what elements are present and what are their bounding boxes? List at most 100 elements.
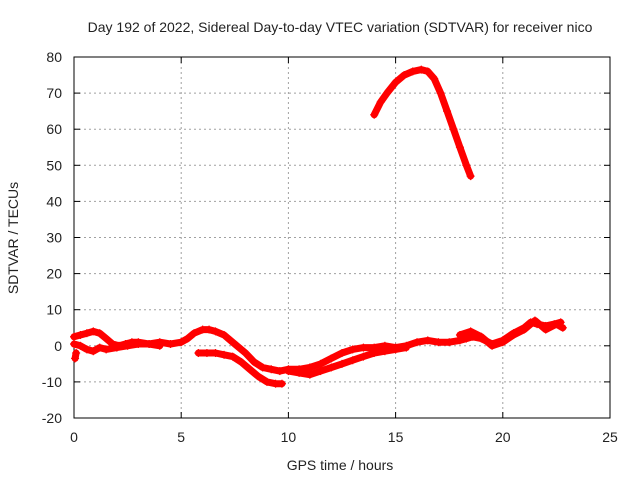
data-point xyxy=(254,372,263,381)
data-point xyxy=(71,354,80,363)
data-point xyxy=(194,349,203,358)
data-point xyxy=(76,330,85,339)
data-point xyxy=(445,338,454,347)
data-point xyxy=(277,379,286,388)
data-point xyxy=(262,377,271,386)
x-tick-label: 0 xyxy=(70,429,78,445)
data-point xyxy=(112,343,121,352)
x-tick-label: 15 xyxy=(388,429,404,445)
grid-lines xyxy=(74,57,610,418)
data-point xyxy=(408,67,417,76)
x-tick-label: 25 xyxy=(602,429,618,445)
data-point xyxy=(443,107,452,116)
data-point xyxy=(316,359,325,368)
data-point xyxy=(466,327,475,336)
data-point xyxy=(89,347,98,356)
data-point xyxy=(76,341,85,350)
data-point xyxy=(102,345,111,354)
data-point xyxy=(466,172,475,181)
data-point xyxy=(183,334,192,343)
data-point xyxy=(232,341,241,350)
data-point xyxy=(145,339,154,348)
x-tick-label: 5 xyxy=(177,429,185,445)
y-tick-label: -20 xyxy=(42,410,62,426)
data-point xyxy=(552,320,561,329)
y-axis-label: SDTVAR / TECUs xyxy=(5,182,21,294)
data-point xyxy=(436,89,445,98)
data-point xyxy=(70,332,78,341)
data-point xyxy=(226,336,235,345)
data-point xyxy=(241,349,250,358)
data-point xyxy=(82,345,91,354)
x-axis-label: GPS time / hours xyxy=(287,457,394,473)
data-point xyxy=(348,356,357,365)
data-point xyxy=(400,71,409,80)
data-point xyxy=(413,338,422,347)
data-point xyxy=(383,89,392,98)
data-point xyxy=(267,365,276,374)
data-point xyxy=(305,370,314,379)
data-point xyxy=(237,358,246,367)
data-point xyxy=(338,349,346,358)
y-tick-label: 60 xyxy=(46,121,62,137)
chart-title: Day 192 of 2022, Sidereal Day-to-day VTE… xyxy=(88,19,593,35)
data-point xyxy=(250,358,259,367)
data-point xyxy=(134,339,143,348)
data-point xyxy=(284,367,293,376)
y-tick-label: 40 xyxy=(46,193,62,209)
data-point xyxy=(359,352,368,361)
data-point xyxy=(541,325,550,334)
data-point xyxy=(391,78,400,87)
data-point xyxy=(477,332,486,341)
data-point xyxy=(327,363,336,372)
y-tick-label: 50 xyxy=(46,157,62,173)
y-tick-label: 20 xyxy=(46,266,62,282)
data-point xyxy=(449,125,458,134)
data-point xyxy=(376,98,385,107)
data-point xyxy=(102,334,111,343)
y-tick-label: 0 xyxy=(54,338,62,354)
y-tick-label: -10 xyxy=(42,374,62,390)
data-point xyxy=(211,349,220,358)
data-point xyxy=(338,359,346,368)
data-point xyxy=(327,354,336,363)
data-point xyxy=(82,329,91,338)
data-point xyxy=(316,367,325,376)
data-points xyxy=(70,65,567,388)
data-point xyxy=(155,341,164,350)
axis-ticks: 0 5 10 15 20 25 -20 -10 0 10 20 30 40 50 60 70 80 xyxy=(42,49,618,445)
data-point xyxy=(220,330,229,339)
data-point xyxy=(205,325,214,334)
data-point xyxy=(520,325,529,334)
data-point xyxy=(391,345,400,354)
series-band xyxy=(370,66,475,180)
x-tick-label: 10 xyxy=(281,429,297,445)
data-point xyxy=(202,349,211,358)
data-point xyxy=(70,339,78,348)
data-point xyxy=(228,352,237,361)
data-point xyxy=(530,316,539,325)
data-point xyxy=(380,347,389,356)
data-point xyxy=(348,345,357,354)
data-point xyxy=(72,349,81,358)
data-point xyxy=(434,338,443,347)
data-point xyxy=(190,329,199,338)
data-point xyxy=(275,367,284,376)
data-point xyxy=(488,341,497,350)
data-point xyxy=(166,339,175,348)
data-point xyxy=(89,327,98,336)
y-tick-label: 10 xyxy=(46,302,62,318)
data-point xyxy=(305,363,314,372)
data-point xyxy=(359,343,368,352)
data-point xyxy=(455,330,464,339)
data-point xyxy=(455,143,464,152)
y-tick-label: 80 xyxy=(46,49,62,65)
data-point xyxy=(258,363,267,372)
x-tick-label: 20 xyxy=(495,429,511,445)
data-point xyxy=(295,368,304,377)
data-point xyxy=(370,349,379,358)
data-point xyxy=(402,343,411,352)
data-point xyxy=(177,338,186,347)
y-tick-label: 70 xyxy=(46,85,62,101)
